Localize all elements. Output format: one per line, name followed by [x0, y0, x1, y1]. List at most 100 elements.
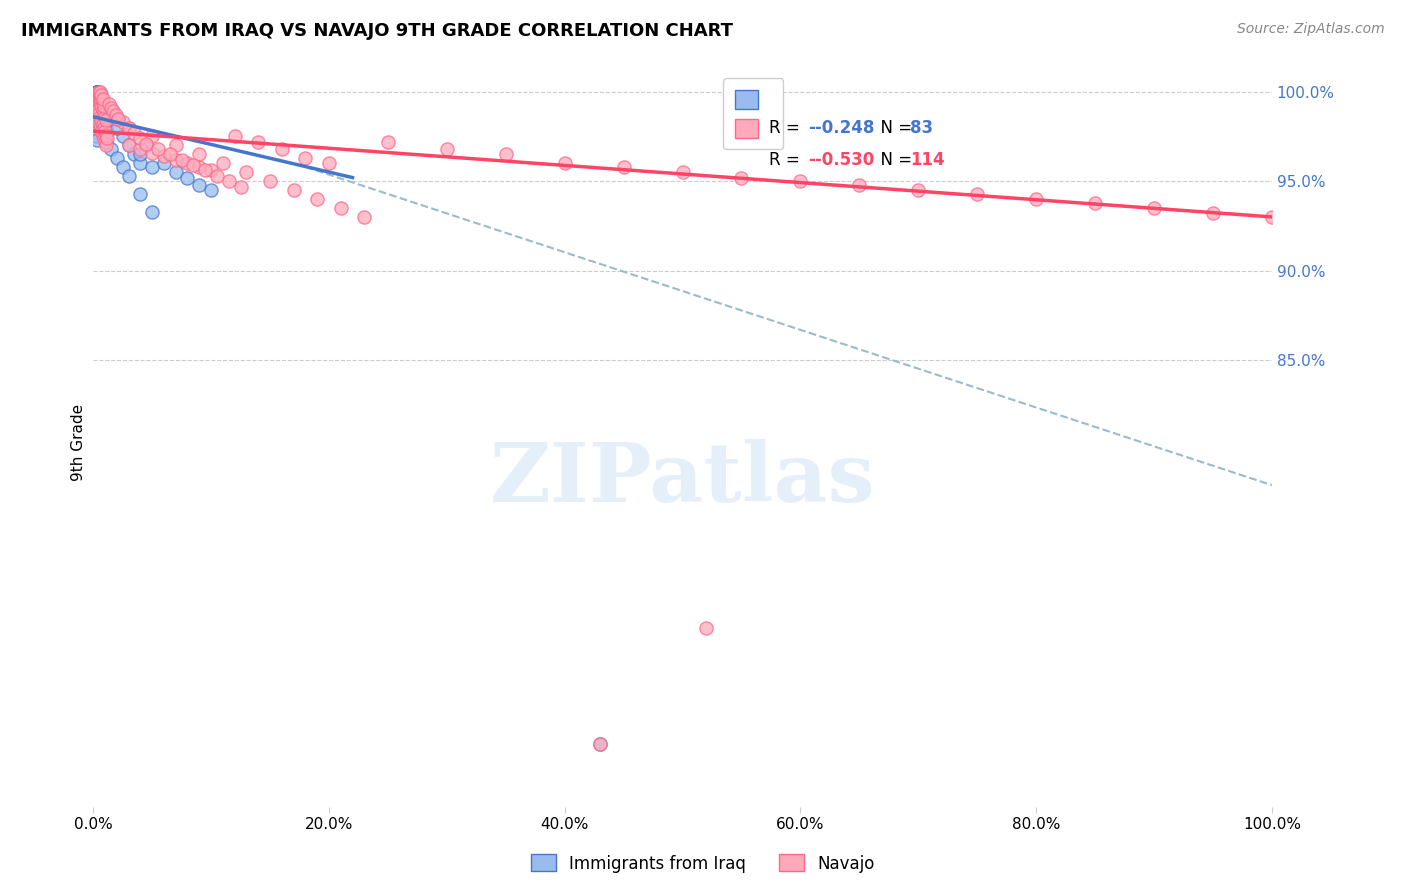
Point	[86, 85, 108, 99]
Point	[105, 120, 128, 135]
Point	[730, 170, 752, 185]
Point	[153, 149, 176, 163]
Point	[86, 85, 108, 99]
Point	[589, 738, 612, 752]
Point	[141, 160, 163, 174]
Point	[200, 183, 222, 197]
Point	[87, 92, 110, 106]
Text: N =: N =	[870, 120, 918, 137]
Point	[89, 95, 111, 110]
Point	[87, 95, 110, 110]
Point	[1084, 195, 1107, 210]
Point	[294, 151, 316, 165]
Point	[107, 112, 129, 126]
Point	[91, 95, 114, 110]
Point	[183, 158, 205, 172]
Text: --0.248: --0.248	[808, 120, 875, 137]
Text: 114: 114	[910, 151, 945, 169]
Point	[229, 179, 252, 194]
Point	[283, 183, 305, 197]
Point	[94, 119, 117, 133]
Point	[105, 112, 128, 126]
Text: ZIPatlas: ZIPatlas	[489, 439, 876, 518]
Point	[129, 156, 152, 170]
Point	[307, 192, 329, 206]
Point	[89, 85, 111, 99]
Point	[86, 85, 108, 99]
Point	[377, 135, 399, 149]
Point	[86, 133, 108, 147]
Text: IMMIGRANTS FROM IRAQ VS NAVAJO 9TH GRADE CORRELATION CHART: IMMIGRANTS FROM IRAQ VS NAVAJO 9TH GRADE…	[21, 22, 733, 40]
Point	[94, 110, 117, 124]
Point	[117, 138, 139, 153]
Legend: Immigrants from Iraq, Navajo: Immigrants from Iraq, Navajo	[524, 847, 882, 880]
Point	[135, 136, 157, 151]
Point	[94, 131, 117, 145]
Point	[87, 92, 110, 106]
Point	[87, 117, 110, 131]
Point	[165, 153, 187, 167]
Point	[1143, 201, 1166, 215]
Point	[100, 101, 122, 115]
Point	[89, 88, 111, 103]
Point	[789, 174, 811, 188]
Point	[259, 174, 281, 188]
Text: 83: 83	[910, 120, 932, 137]
Point	[87, 101, 110, 115]
Point	[141, 204, 163, 219]
Point	[103, 104, 125, 119]
Point	[87, 110, 110, 124]
Point	[91, 106, 114, 120]
Point	[104, 108, 127, 122]
Point	[90, 99, 112, 113]
Point	[589, 738, 612, 752]
Point	[87, 85, 110, 99]
Point	[159, 147, 181, 161]
Text: R =: R =	[769, 120, 806, 137]
Point	[90, 113, 112, 128]
Point	[93, 120, 115, 135]
Point	[188, 147, 211, 161]
Point	[86, 110, 108, 124]
Point	[90, 92, 112, 106]
Point	[87, 115, 110, 129]
Point	[129, 147, 152, 161]
Point	[188, 178, 211, 192]
Point	[89, 120, 111, 135]
Point	[111, 115, 134, 129]
Point	[94, 135, 117, 149]
Point	[554, 156, 576, 170]
Point	[91, 124, 114, 138]
Point	[87, 88, 110, 103]
Point	[117, 120, 139, 135]
Point	[117, 169, 139, 183]
Point	[270, 142, 292, 156]
Point	[86, 112, 108, 126]
Point	[87, 92, 110, 106]
Point	[91, 92, 114, 106]
Point	[94, 113, 117, 128]
Point	[90, 103, 112, 117]
Point	[90, 124, 112, 138]
Point	[87, 88, 110, 103]
Point	[907, 183, 929, 197]
Point	[117, 138, 139, 153]
Point	[87, 113, 110, 128]
Point	[97, 97, 120, 112]
Point	[188, 160, 211, 174]
Point	[146, 142, 169, 156]
Point	[90, 120, 112, 135]
Point	[94, 138, 117, 153]
Point	[90, 99, 112, 113]
Point	[91, 103, 114, 117]
Point	[87, 92, 110, 106]
Point	[84, 129, 107, 144]
Point	[129, 142, 152, 156]
Point	[89, 95, 111, 110]
Point	[91, 103, 114, 117]
Point	[848, 178, 870, 192]
Point	[87, 88, 110, 103]
Point	[111, 160, 134, 174]
Point	[194, 163, 217, 178]
Point	[87, 92, 110, 106]
